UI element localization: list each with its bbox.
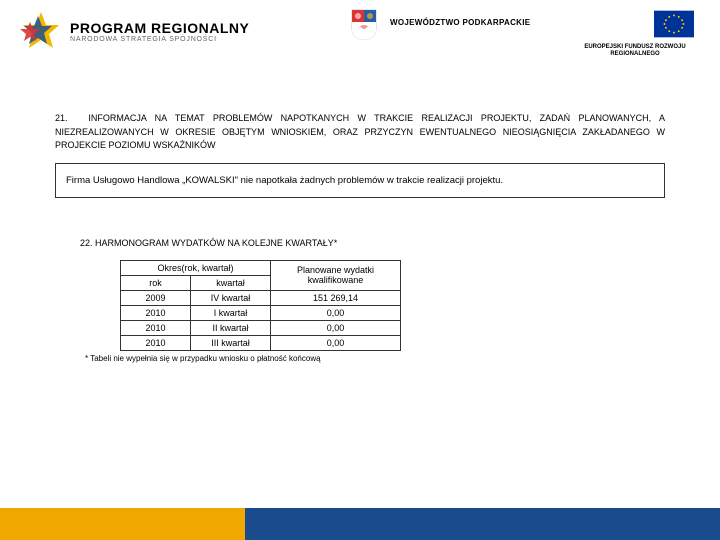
table-header-row-1: Okres(rok, kwartał) Planowane wydatki kw…: [121, 260, 401, 275]
section-22-title: HARMONOGRAM WYDATKÓW NA KOLEJNE KWARTAŁY…: [95, 238, 337, 248]
wojewodztwo-label: WOJEWÓDZTWO PODKARPACKIE: [390, 18, 530, 27]
section-21-number: 21.: [55, 112, 80, 126]
section-21-title: INFORMACJA NA TEMAT PROBLEMÓW NAPOTKANYC…: [55, 113, 665, 150]
table-row: 2009 IV kwartał 151 269,14: [121, 290, 401, 305]
table-header-kwartal: kwartał: [191, 275, 271, 290]
eu-flag-icon: [653, 10, 695, 38]
section-21-heading: 21. INFORMACJA NA TEMAT PROBLEMÓW NAPOTK…: [55, 112, 665, 153]
footer-yellow-segment: [0, 508, 245, 540]
header: PROGRAM REGIONALNY NARODOWA STRATEGIA SP…: [0, 0, 720, 57]
table-footnote: * Tabeli nie wypełnia się w przypadku wn…: [85, 354, 665, 363]
cell-rok: 2009: [121, 290, 191, 305]
cell-wydatki: 151 269,14: [271, 290, 401, 305]
cell-kwartal: II kwartał: [191, 320, 271, 335]
table-header-okres: Okres(rok, kwartał): [121, 260, 271, 275]
section-22-number: 22.: [80, 238, 93, 248]
table-row: 2010 III kwartał 0,00: [121, 335, 401, 350]
cell-kwartal: IV kwartał: [191, 290, 271, 305]
section-21-content-box: Firma Usługowo Handlowa „KOWALSKI" nie n…: [55, 163, 665, 198]
footer-bar: [0, 508, 720, 540]
cell-kwartal: I kwartał: [191, 305, 271, 320]
footer-blue-segment: [245, 508, 720, 540]
table-header-wydatki: Planowane wydatki kwalifikowane: [271, 260, 401, 290]
cell-wydatki: 0,00: [271, 305, 401, 320]
program-title: PROGRAM REGIONALNY: [70, 20, 249, 36]
eu-fund-label: EUROPEJSKI FUNDUSZ ROZWOJU REGIONALNEGO: [570, 44, 700, 58]
table-row: 2010 I kwartał 0,00: [121, 305, 401, 320]
program-subtitle: NARODOWA STRATEGIA SPÓJNOŚCI: [70, 36, 249, 43]
coat-of-arms-icon: [350, 8, 378, 40]
cell-kwartal: III kwartał: [191, 335, 271, 350]
cell-wydatki: 0,00: [271, 320, 401, 335]
section-22-heading: 22. HARMONOGRAM WYDATKÓW NA KOLEJNE KWAR…: [80, 238, 665, 248]
table-row: 2010 II kwartał 0,00: [121, 320, 401, 335]
cell-wydatki: 0,00: [271, 335, 401, 350]
cell-rok: 2010: [121, 335, 191, 350]
schedule-table: Okres(rok, kwartał) Planowane wydatki kw…: [120, 260, 401, 351]
cell-rok: 2010: [121, 320, 191, 335]
table-header-rok: rok: [121, 275, 191, 290]
cell-rok: 2010: [121, 305, 191, 320]
document-content: 21. INFORMACJA NA TEMAT PROBLEMÓW NAPOTK…: [0, 57, 720, 363]
star-logo-icon: [20, 10, 62, 52]
program-text: PROGRAM REGIONALNY NARODOWA STRATEGIA SP…: [70, 20, 249, 43]
logo-program: PROGRAM REGIONALNY NARODOWA STRATEGIA SP…: [20, 10, 249, 52]
